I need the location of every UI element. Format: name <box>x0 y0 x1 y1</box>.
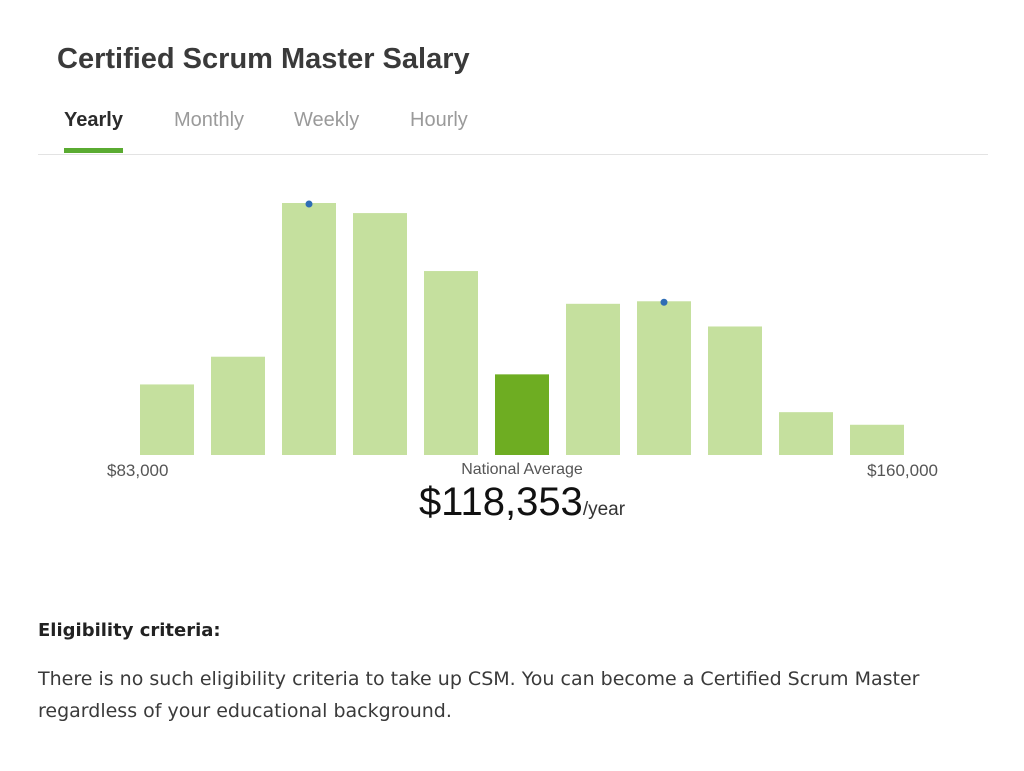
histogram-bar <box>140 384 194 455</box>
national-average-caption: National Average <box>461 461 583 478</box>
period-tabs: Yearly Monthly Weekly Hourly <box>38 104 988 155</box>
salary-widget: Certified Scrum Master Salary Yearly Mon… <box>0 43 1024 525</box>
histogram-bar <box>850 424 904 455</box>
histogram-bar <box>637 301 691 455</box>
bar-marker-dot <box>305 200 313 208</box>
histogram-bar <box>779 412 833 455</box>
bar-marker-dot <box>660 298 668 306</box>
histogram-bar <box>708 326 762 455</box>
active-tab-indicator <box>64 148 123 153</box>
eligibility-text: There is no such eligibility criteria to… <box>38 668 920 722</box>
national-average-value: $118,353/year <box>0 480 1024 525</box>
x-min-label: $83,000 <box>107 461 168 480</box>
histogram-bar <box>424 271 478 455</box>
tab-weekly[interactable]: Weekly <box>294 109 360 131</box>
tab-monthly[interactable]: Monthly <box>174 109 245 131</box>
histogram-bar <box>282 203 336 455</box>
average-salary: $118,353 <box>418 480 583 524</box>
national-average-bar <box>495 374 549 455</box>
page-title: Certified Scrum Master Salary <box>57 43 470 75</box>
histogram-bar <box>211 356 265 455</box>
histogram-bar <box>566 303 620 455</box>
x-max-label: $160,000 <box>867 461 938 480</box>
average-salary-unit: /year <box>582 499 626 520</box>
tab-hourly[interactable]: Hourly <box>410 109 468 131</box>
tab-yearly[interactable]: Yearly <box>64 109 123 131</box>
eligibility-heading: Eligibility criteria: <box>38 620 221 641</box>
histogram-bars <box>140 200 904 455</box>
histogram-bar <box>353 213 407 455</box>
salary-histogram: $83,000 National Average $160,000 <box>107 200 938 480</box>
article-section: Eligibility criteria: There is no such e… <box>38 620 988 727</box>
